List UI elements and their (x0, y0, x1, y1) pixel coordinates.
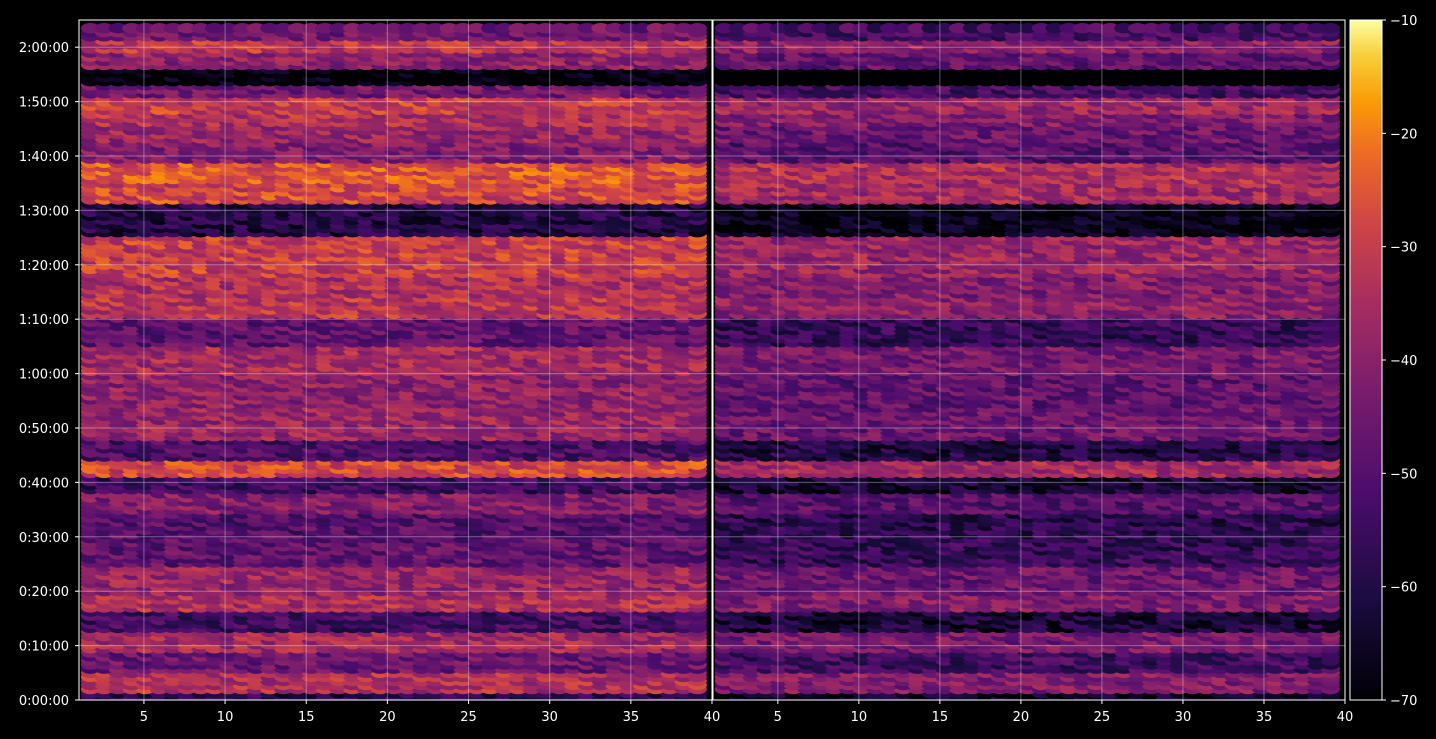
panel-left (78, 19, 713, 701)
heatmap-cells-left (80, 23, 707, 700)
